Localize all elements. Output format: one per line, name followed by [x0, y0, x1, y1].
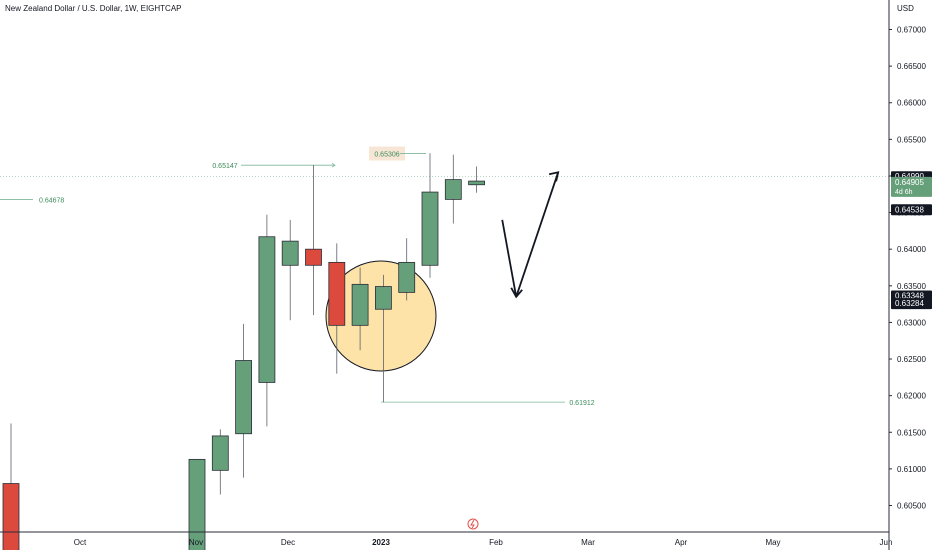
price-tag [891, 298, 932, 310]
y-tick-label: 0.62000 [897, 392, 926, 401]
y-tick-label: 0.65500 [897, 135, 926, 144]
x-tick-label: Apr [675, 538, 688, 547]
marker-arrow [331, 162, 336, 168]
bear-candle[interactable] [328, 261, 346, 326]
price-tag-countdown: 4d 6h [895, 189, 913, 196]
price-tag [891, 204, 932, 216]
marker-label: 0.64678 [39, 198, 64, 205]
projection-path [501, 172, 560, 298]
lightning-icon [470, 519, 475, 529]
price-tag-label: 0.64538 [895, 205, 924, 214]
x-tick-label: Oct [74, 538, 87, 547]
price-tag-label: 0.63284 [895, 299, 924, 308]
y-tick-label: 0.66500 [897, 62, 926, 71]
bull-candle[interactable] [374, 286, 392, 310]
y-tick-label: 0.61000 [897, 465, 926, 474]
event-icon[interactable] [467, 518, 479, 530]
bull-candle[interactable] [468, 180, 486, 186]
bear-candle[interactable] [305, 248, 322, 266]
y-tick-label: 0.61500 [897, 428, 926, 437]
bull-candle[interactable] [188, 458, 206, 550]
y-tick-label: 0.66000 [897, 99, 926, 108]
bull-candle[interactable] [258, 236, 276, 383]
marker-label: 0.65147 [212, 163, 237, 170]
price-tag-label: 0.64990 [895, 172, 924, 181]
y-tick-label: 0.64000 [897, 245, 926, 254]
x-tick-label: Nov [189, 538, 203, 547]
y-tick-label: 0.63500 [897, 282, 926, 291]
marker-label-box [369, 146, 405, 161]
x-tick-label: Jun [880, 538, 893, 547]
x-tick-label: May [765, 538, 780, 547]
price-tag-label: 0.63348 [895, 291, 924, 300]
bull-candle[interactable] [351, 283, 369, 326]
marker-layer: 0.64678 0.65147 0.65306 0.61912 [0, 146, 889, 407]
y-tick-label: 0.60500 [897, 502, 926, 511]
x-tick-label: Dec [281, 538, 295, 547]
marker-label: 0.61912 [569, 400, 594, 407]
bull-candle[interactable] [444, 179, 462, 200]
y-tick-label: 0.62500 [897, 355, 926, 364]
chart-title: New Zealand Dollar / U.S. Dollar, 1W, EI… [5, 4, 182, 13]
y-tick-label: 0.67000 [897, 26, 926, 35]
price-tag-label: 0.64905 [895, 178, 924, 187]
marker-label: 0.65306 [374, 152, 399, 159]
bull-candle[interactable] [211, 435, 229, 471]
x-tick-label: 2023 [372, 538, 390, 547]
bull-candle[interactable] [421, 191, 439, 266]
projection-arrowhead-down [510, 287, 523, 299]
bull-candle[interactable] [281, 240, 299, 266]
price-tag [891, 176, 932, 197]
x-tick-label: Feb [489, 538, 503, 547]
x-tick-label: Mar [581, 538, 595, 547]
projection-arrowhead-up [548, 171, 560, 182]
candles-layer [2, 153, 486, 550]
projection-layer [501, 171, 560, 299]
bull-candle[interactable] [235, 360, 253, 435]
y-tick-label: 0.63000 [897, 318, 926, 327]
bull-candle[interactable] [398, 261, 416, 293]
currency-label: USD [897, 4, 914, 13]
bear-candle[interactable] [2, 483, 20, 550]
